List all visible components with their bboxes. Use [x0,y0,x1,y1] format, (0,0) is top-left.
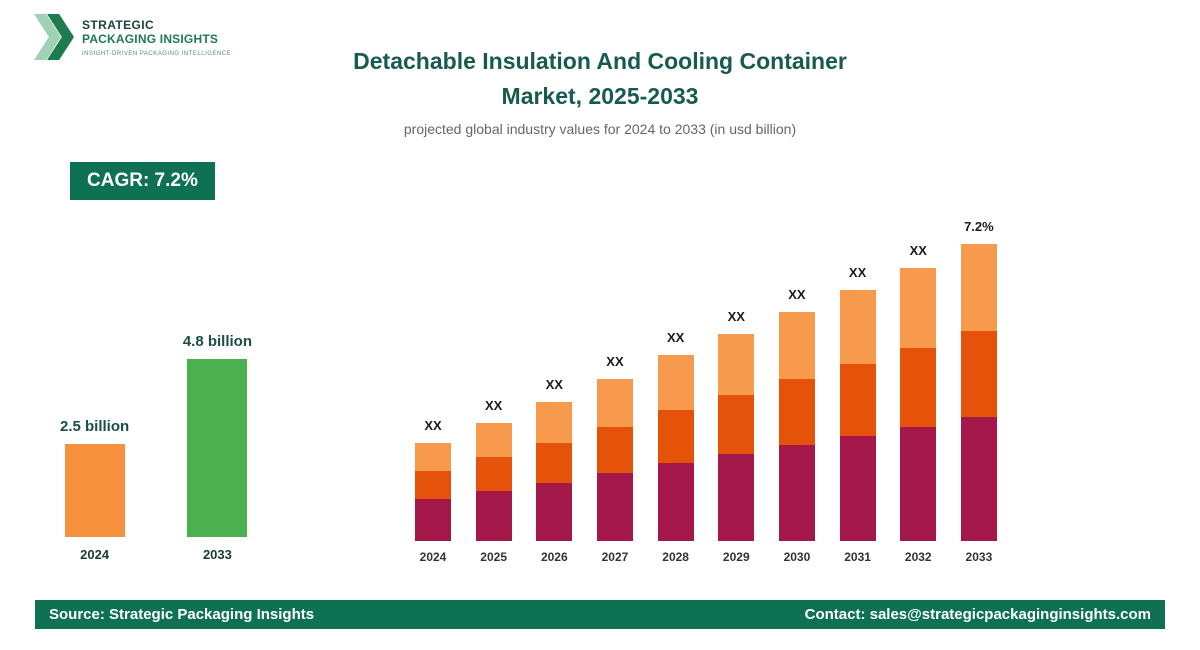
stacked-bar-2030 [778,312,815,541]
logo-tagline: INSIGHT-DRIVEN PACKAGING INTELLIGENCE [82,51,232,57]
page-title: Detachable Insulation And Cooling Contai… [0,44,1200,114]
logo-text: STRATEGIC PACKAGING INSIGHTS INSIGHT-DRI… [82,14,231,57]
segment-top-2030 [778,312,815,379]
logo-chevron-icon [34,14,74,60]
stacked-year-label-2032: 2032 [904,550,932,564]
stacked-bar-2028 [657,355,694,541]
stacked-bar-label-2028: XX [666,330,685,345]
segment-middle-2031 [839,364,876,436]
stacked-year-label-2028: 2028 [662,550,689,564]
title-line1: Detachable Insulation And Cooling Contai… [353,48,847,74]
stacked-bar-2033 [960,244,997,541]
stacked-bar-label-2026: XX [545,377,563,392]
segment-middle-2026 [536,443,573,483]
summary-year-label-2033: 2033 [202,547,232,562]
summary-bar-2024 [64,444,125,537]
summary-chart: 2.5 billion 2024 4.8 billion 2033 [60,333,252,562]
stacked-bar-label-2025: XX [484,398,503,413]
segment-top-2027 [596,379,633,427]
stacked-bar-label-2031: XX [848,265,867,280]
stacked-bar-2031 [839,290,876,541]
stacked-bar-label-2032: XX [909,243,927,258]
segment-bottom-2033 [960,417,997,541]
segment-bottom-2028 [657,463,694,541]
stacked-bar-group-2033: 7.2% 2033 [960,219,997,564]
summary-value-label-2024: 2.5 billion [60,418,130,435]
stacked-bar-group-2032: XX 2032 [900,243,937,564]
segment-bottom-2029 [718,454,755,541]
stacked-bar-group-2025: XX 2025 [475,398,512,564]
stacked-bar-label-2024: XX [424,418,442,433]
stacked-year-label-2026: 2026 [540,550,568,564]
stacked-year-label-2033: 2033 [965,550,993,564]
segment-top-2033 [960,244,997,331]
stacked-bar-group-2031: XX 2031 [839,265,876,564]
stacked-bar-2027 [596,379,633,541]
segment-middle-2032 [900,348,937,427]
stacked-year-label-2025: 2025 [480,550,507,564]
segment-bottom-2025 [475,491,512,541]
stacked-year-label-2030: 2030 [783,550,811,564]
stacked-chart: XX 2024 XX 2025 XX 2026 XX 2027 XX 2028 XX 2029 XX 20… [415,219,997,564]
stacked-bar-label-2033: 7.2% [964,219,994,234]
footer-source: Source: Strategic Packaging Insights [49,606,315,623]
stacked-bar-2029 [718,334,755,541]
stacked-year-label-2029: 2029 [722,550,750,564]
stacked-year-label-2024: 2024 [419,550,447,564]
summary-bar-2033 [187,359,248,537]
segment-middle-2027 [596,427,633,473]
stacked-year-label-2031: 2031 [844,550,871,564]
segment-top-2024 [415,443,451,471]
logo-name-line1: STRATEGIC [82,18,155,32]
stacked-bar-2024 [415,443,451,541]
segment-middle-2028 [657,410,694,463]
page-subtitle: projected global industry values for 202… [403,121,797,137]
segment-middle-2024 [415,471,451,499]
title-line2: Market, 2025-2033 [501,83,699,109]
logo-name-line2: PACKAGING INSIGHTS [82,32,219,46]
segment-bottom-2031 [839,436,876,541]
stacked-bar-group-2024: XX 2024 [415,418,451,564]
stacked-bar-group-2026: XX 2026 [536,377,573,564]
stacked-bar-2032 [900,268,937,541]
segment-bottom-2030 [778,445,815,541]
stacked-bar-2026 [536,402,573,541]
summary-year-label-2024: 2024 [80,547,110,562]
segment-top-2028 [657,355,694,410]
stacked-bar-label-2030: XX [788,287,806,302]
footer-contact: Contact: sales@strategicpackaginginsight… [804,606,1151,623]
stacked-bar-label-2029: XX [727,309,745,324]
stacked-bar-group-2029: XX 2029 [718,309,755,564]
logo: STRATEGIC PACKAGING INSIGHTS INSIGHT-DRI… [34,14,231,60]
stacked-bar-2025 [475,423,512,541]
stacked-bar-group-2027: XX 2027 [596,354,633,564]
segment-middle-2033 [960,331,997,417]
stacked-bar-label-2027: XX [606,354,624,369]
summary-bar-group-2033: 4.8 billion 2033 [183,333,252,562]
segment-middle-2030 [778,379,815,445]
segment-middle-2025 [475,457,512,491]
summary-value-label-2033: 4.8 billion [182,333,252,350]
segment-bottom-2032 [900,427,937,541]
segment-top-2031 [839,290,876,364]
summary-bar-group-2024: 2.5 billion 2024 [60,418,129,562]
footer-bar: Source: Strategic Packaging Insights Con… [35,600,1165,629]
segment-bottom-2027 [596,473,633,541]
segment-top-2032 [900,268,937,348]
segment-top-2029 [718,334,755,395]
stacked-bar-group-2030: XX 2030 [778,287,815,564]
segment-middle-2029 [718,395,755,454]
stacked-bar-group-2028: XX 2028 [657,330,694,564]
cagr-badge: CAGR: 7.2% [70,162,215,200]
segment-bottom-2024 [415,499,451,541]
segment-bottom-2026 [536,483,573,541]
stacked-year-label-2027: 2027 [601,550,629,564]
segment-top-2025 [475,423,512,457]
segment-top-2026 [536,402,573,443]
header: Detachable Insulation And Cooling Contai… [0,44,1200,137]
